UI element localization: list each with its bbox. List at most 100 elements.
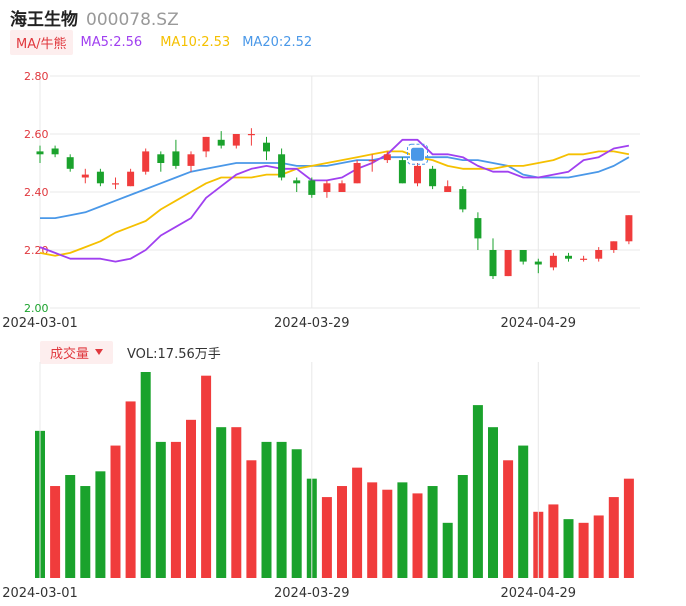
ma20-legend: MA20:2.52 bbox=[242, 34, 313, 50]
volume-bar bbox=[186, 419, 196, 578]
caret-down-icon bbox=[95, 349, 104, 355]
volume-bar bbox=[201, 375, 212, 578]
volume-bar bbox=[170, 441, 181, 578]
candle-body bbox=[187, 154, 195, 166]
candle-body bbox=[549, 255, 557, 268]
candle-body bbox=[519, 250, 527, 262]
candle-body bbox=[127, 171, 135, 187]
candle-body bbox=[217, 139, 225, 146]
volume-bar bbox=[337, 486, 347, 578]
candle-body bbox=[51, 148, 59, 155]
volume-bar bbox=[80, 486, 91, 578]
volume-x-tick-label: 2024-04-29 bbox=[501, 586, 577, 601]
ma-indicator-button[interactable]: MA/牛熊 bbox=[10, 29, 73, 55]
volume-bars bbox=[35, 372, 634, 578]
candle-body bbox=[278, 154, 286, 178]
volume-bar bbox=[110, 445, 121, 578]
candle-body bbox=[323, 183, 331, 192]
marker-icon bbox=[410, 146, 425, 162]
volume-button-label: 成交量 bbox=[50, 346, 90, 362]
candle-body bbox=[81, 174, 89, 178]
volume-bar bbox=[352, 467, 363, 578]
ma-legend: MA/牛熊 MA5:2.56 MA10:2.53 MA20:2.52 bbox=[10, 29, 313, 55]
candle-body bbox=[474, 218, 482, 239]
volume-bar bbox=[457, 475, 468, 578]
volume-bar bbox=[503, 460, 514, 578]
volume-bar bbox=[321, 497, 332, 578]
candle-body bbox=[368, 160, 376, 162]
candle-body bbox=[580, 258, 588, 260]
volume-bar bbox=[231, 427, 242, 578]
volume-bar bbox=[548, 504, 559, 578]
volume-bar bbox=[608, 497, 619, 578]
volume-bar bbox=[95, 471, 106, 578]
x-tick-label: 2024-03-01 bbox=[2, 316, 78, 331]
volume-bar bbox=[563, 519, 574, 578]
y-tick-label: 2.20 bbox=[24, 244, 49, 257]
candle-body bbox=[293, 180, 301, 184]
candle-body bbox=[263, 142, 270, 152]
candle-body bbox=[66, 157, 74, 169]
candle-body bbox=[232, 134, 240, 146]
volume-bar bbox=[518, 445, 529, 578]
x-tick-label: 2024-03-29 bbox=[274, 316, 350, 331]
candles bbox=[36, 128, 633, 279]
candle-body bbox=[353, 163, 361, 184]
volume-bar bbox=[397, 482, 408, 578]
marker-outline bbox=[407, 143, 428, 165]
volume-bar bbox=[50, 486, 61, 578]
candle-body bbox=[414, 165, 421, 184]
volume-bar bbox=[155, 441, 166, 578]
volume-x-tick-label: 2024-03-29 bbox=[274, 586, 350, 601]
volume-bar bbox=[125, 401, 136, 578]
candle-body bbox=[112, 183, 119, 185]
candle-body bbox=[308, 180, 316, 195]
volume-bar bbox=[367, 482, 378, 578]
volume-bar bbox=[261, 441, 272, 578]
candle-body bbox=[459, 189, 467, 210]
volume-value: VOL:17.56万手 bbox=[127, 346, 221, 362]
volume-bar bbox=[246, 460, 257, 578]
x-tick-label: 2024-04-29 bbox=[501, 316, 577, 331]
stock-name: 海王生物 bbox=[10, 10, 78, 30]
volume-legend: 成交量 VOL:17.56万手 bbox=[40, 340, 221, 364]
candle-body bbox=[36, 151, 44, 155]
y-tick-label: 2.40 bbox=[24, 186, 49, 199]
candle-body bbox=[338, 183, 346, 192]
volume-bar bbox=[578, 522, 589, 578]
volume-x-tick-label: 2024-03-01 bbox=[2, 586, 78, 601]
volume-bar bbox=[623, 478, 634, 578]
candle-body bbox=[429, 168, 437, 187]
candle-body bbox=[444, 186, 452, 192]
candle-body bbox=[565, 255, 572, 259]
stock-code: 000078.SZ bbox=[86, 10, 179, 30]
candle-body bbox=[625, 215, 633, 242]
volume-bar bbox=[488, 427, 498, 578]
title-row: 海王生物 000078.SZ bbox=[10, 5, 179, 30]
candle-body bbox=[595, 250, 603, 259]
y-tick-label: 2.60 bbox=[24, 128, 49, 141]
ma5-line bbox=[39, 138, 630, 263]
ma20-line bbox=[40, 156, 630, 220]
candle-body bbox=[534, 261, 542, 265]
volume-bar bbox=[593, 515, 604, 578]
candle-body bbox=[157, 154, 165, 163]
ma10-legend: MA10:2.53 bbox=[160, 34, 231, 50]
candle-body bbox=[504, 250, 512, 277]
volume-bar bbox=[412, 493, 423, 578]
price-x-axis: 2024-03-01 2024-03-29 2024-04-29 bbox=[2, 316, 576, 331]
ma-lines bbox=[39, 138, 630, 263]
cursor-marker[interactable] bbox=[407, 143, 428, 165]
volume-indicator-button[interactable]: 成交量 bbox=[40, 340, 114, 364]
volume-bar bbox=[382, 489, 393, 578]
candle-body bbox=[172, 151, 180, 166]
ma10-line bbox=[39, 150, 630, 257]
candle-body bbox=[383, 154, 391, 161]
candle-body bbox=[610, 241, 618, 250]
volume-bar bbox=[65, 475, 76, 578]
candle-body bbox=[489, 250, 497, 277]
ma5-legend: MA5:2.56 bbox=[80, 34, 143, 50]
candle-body bbox=[202, 136, 210, 152]
volume-bar bbox=[291, 449, 302, 578]
candle-body bbox=[247, 134, 255, 136]
